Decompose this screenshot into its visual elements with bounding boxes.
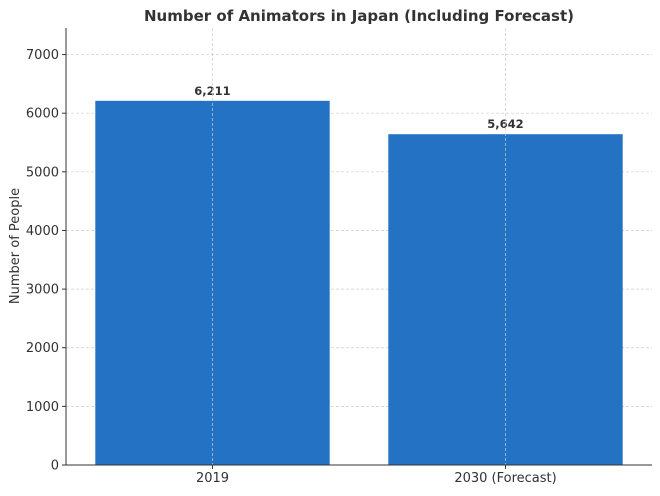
y-tick-label: 0 [51,459,59,474]
chart-title: Number of Animators in Japan (Including … [144,7,574,25]
y-tick-label: 4000 [26,224,59,239]
ticks: 0 1000 2000 3000 4000 5000 6000 7000 2019 2030 (F… [26,48,557,486]
y-tick-label: 2000 [26,341,59,356]
vertical-grid [212,28,506,465]
x-tick-label: 2030 (Forecast) [454,471,556,486]
x-tick-label: 2019 [196,471,229,486]
y-axis-label: Number of People [8,188,23,304]
y-tick-label: 6000 [26,107,59,122]
y-tick-label: 7000 [26,48,59,63]
y-tick-label: 5000 [26,165,59,180]
y-tick-label: 1000 [26,400,59,415]
y-tick-label: 3000 [26,283,59,298]
